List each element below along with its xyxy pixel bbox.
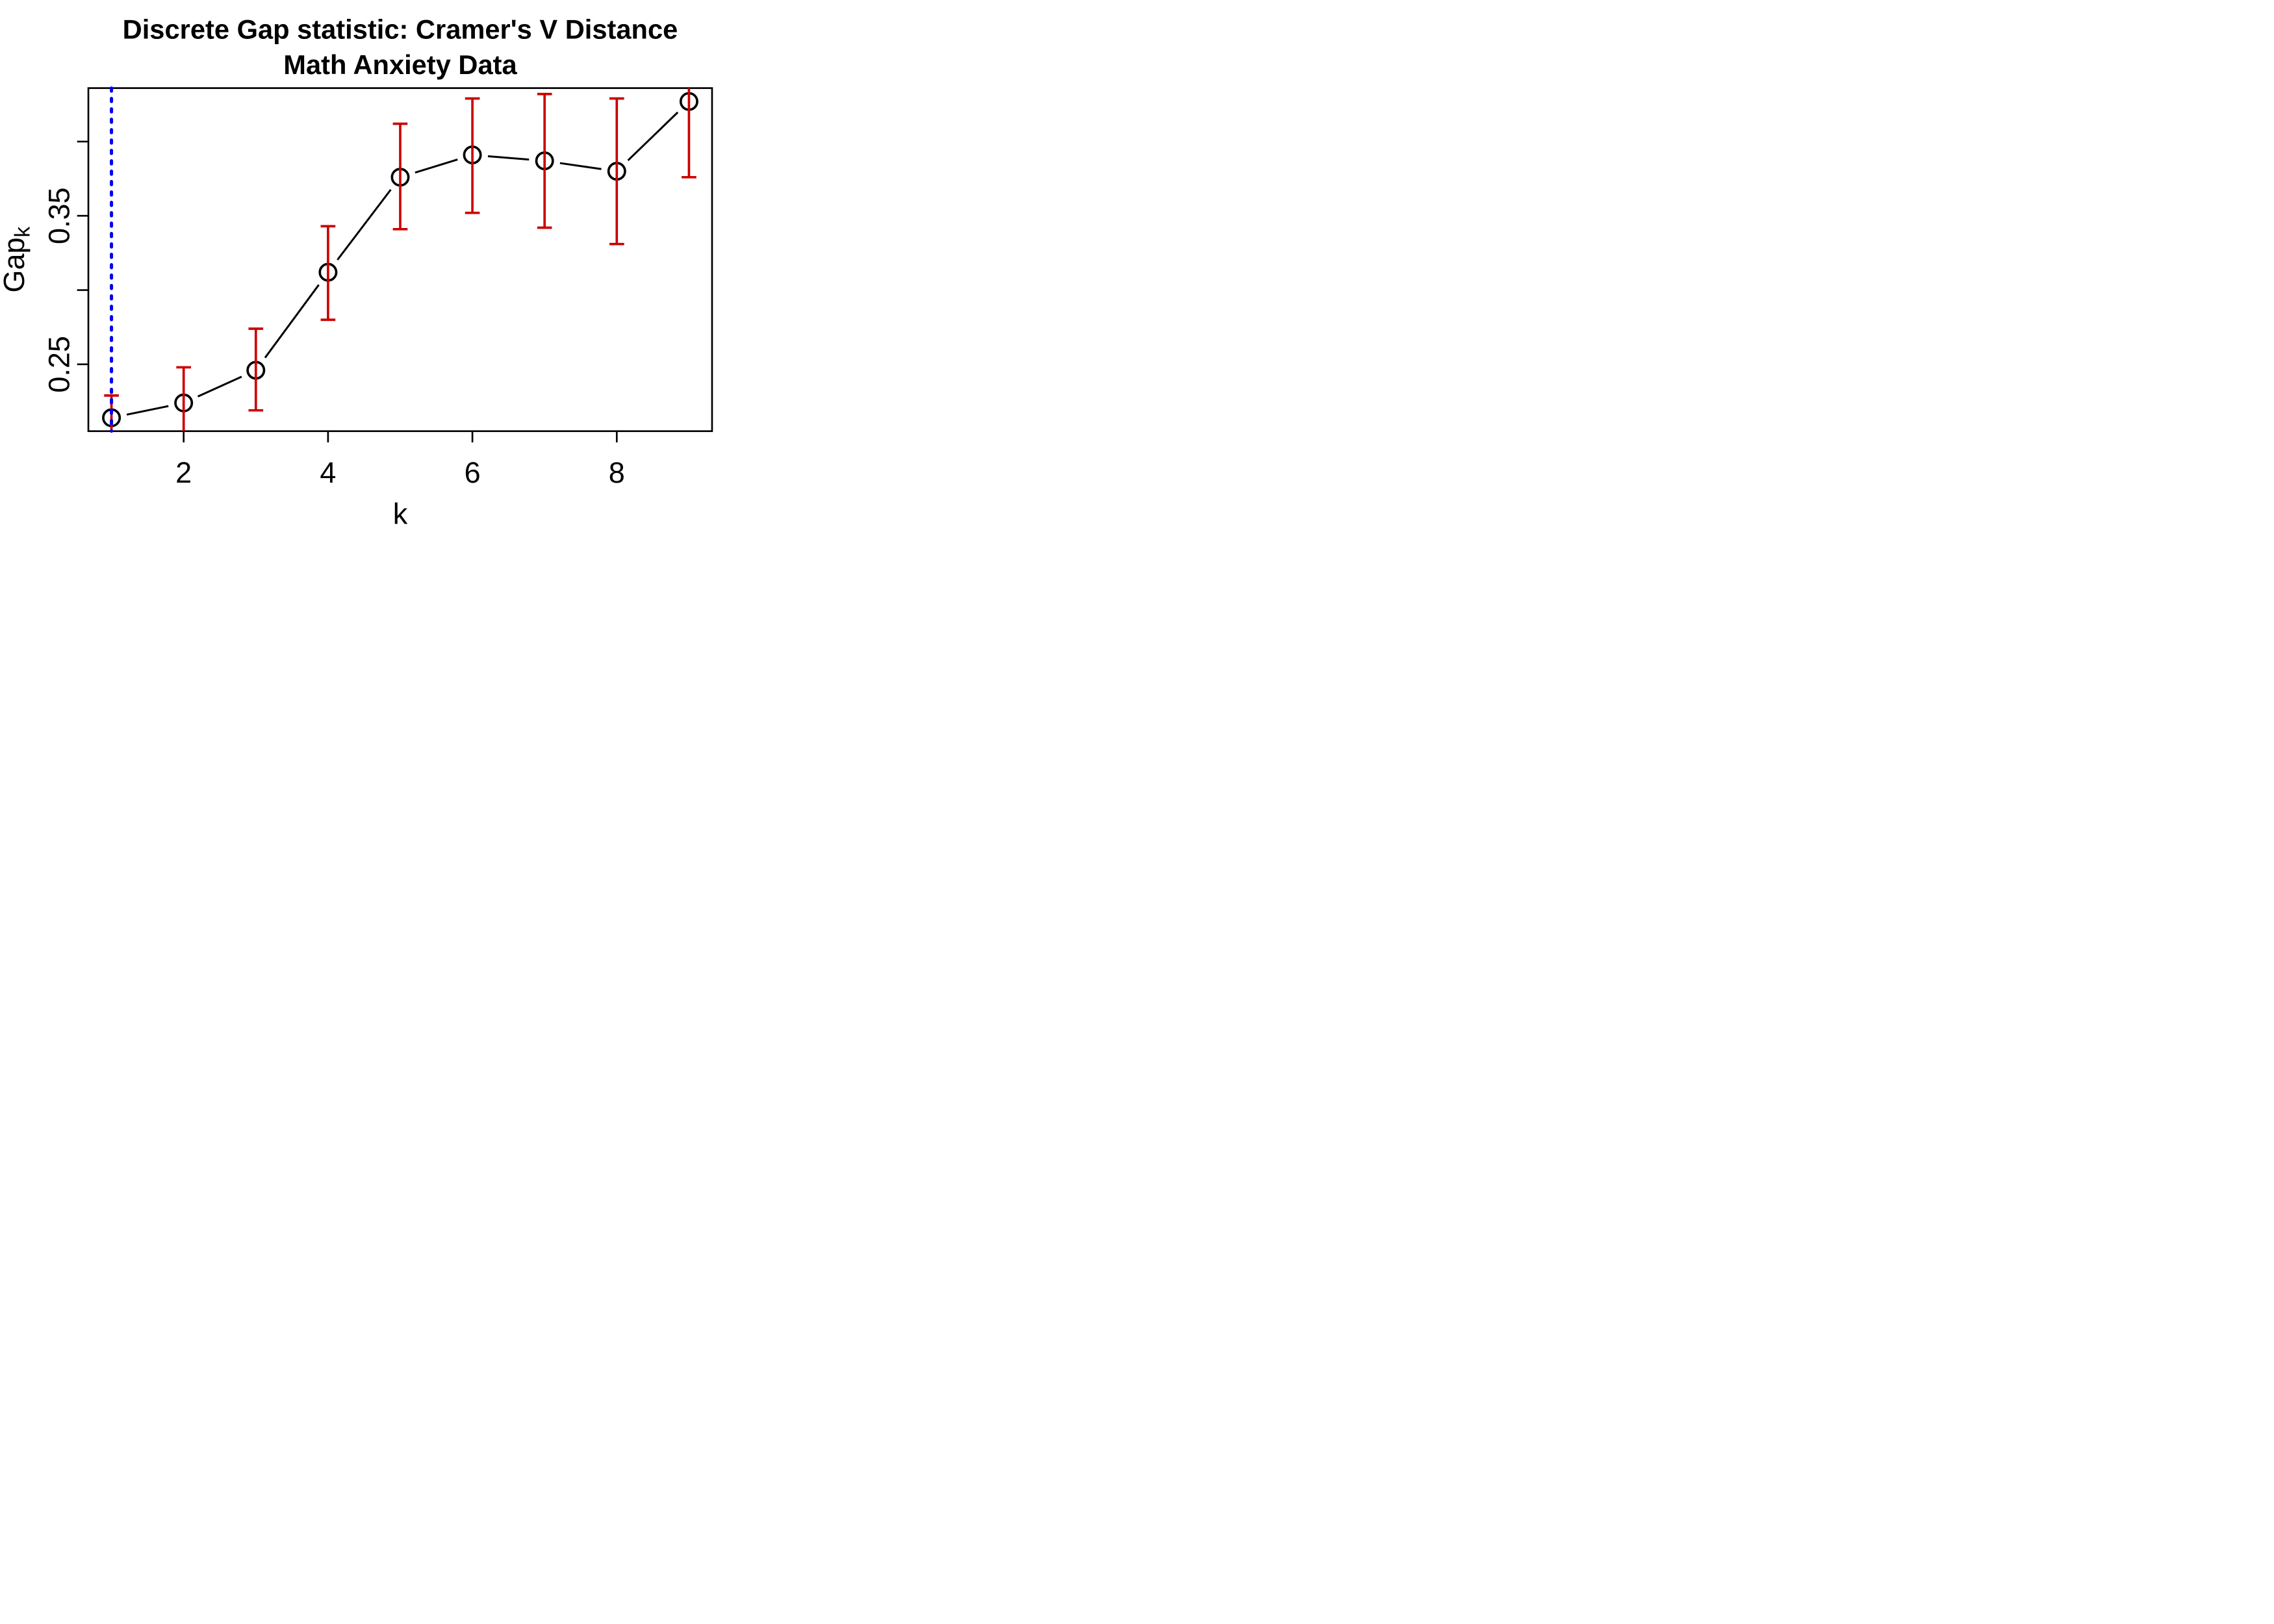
x-axis-tick-label: 4 [320, 456, 336, 489]
series-segment [487, 155, 530, 161]
series-segment [197, 375, 242, 398]
plot-box [87, 87, 713, 433]
gap-statistic-figure: Discrete Gap statistic: Cramer's V Dista… [0, 0, 758, 541]
series-segment [559, 162, 602, 170]
y-axis-tick-label: 0.25 [42, 336, 75, 393]
series-segment [337, 188, 392, 260]
series-segment [627, 111, 679, 162]
x-axis-tick-label: 6 [465, 456, 481, 489]
x-axis-tick-label: 8 [609, 456, 625, 489]
series-segment [264, 284, 320, 359]
x-axis-tick-label: 2 [175, 456, 192, 489]
series-segment [126, 405, 169, 416]
y-axis-tick-label: 0.35 [42, 187, 75, 244]
chart-title: Discrete Gap statistic: Cramer's V Dista… [123, 14, 678, 44]
gap-statistic-chart: Discrete Gap statistic: Cramer's V Dista… [0, 0, 758, 541]
x-axis-label: k [393, 497, 408, 530]
y-axis-label: Gapk [0, 227, 34, 293]
series-segment [415, 159, 458, 174]
chart-subtitle: Math Anxiety Data [283, 49, 517, 80]
plot-background [0, 0, 758, 541]
